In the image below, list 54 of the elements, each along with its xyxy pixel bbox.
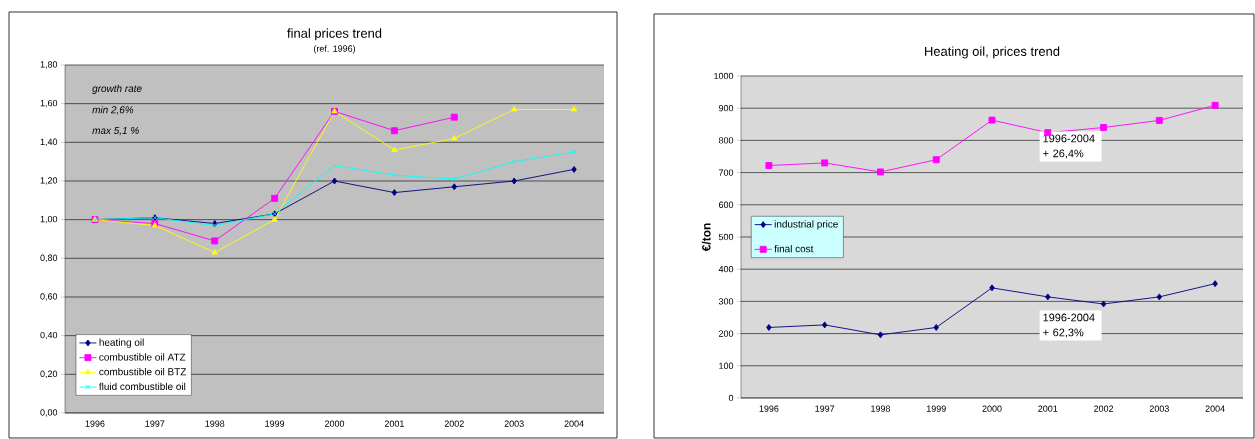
x-tick-label: 1999 xyxy=(926,405,946,412)
legend-label: fluid combustible oil xyxy=(99,382,186,390)
legend-label: final cost xyxy=(774,244,814,253)
annotation: min 2,6% xyxy=(92,105,134,115)
y-tick-label: 1,40 xyxy=(40,138,58,147)
legend-label: combustible oil BTZ xyxy=(99,367,187,376)
chart-subtitle: (ref. 1996) xyxy=(313,45,356,54)
y-tick-label: 1,20 xyxy=(40,177,58,185)
y-tick-label: 800 xyxy=(718,137,734,144)
y-tick-label: 0,00 xyxy=(40,409,58,417)
x-tick-label: 2001 xyxy=(384,420,404,427)
annotation: 1996-2004 + 62,3% xyxy=(1043,313,1095,338)
y-tick-label: 600 xyxy=(718,201,734,208)
x-tick-label: 1997 xyxy=(145,420,165,427)
y-tick-label: 0,20 xyxy=(40,370,58,379)
x-tick-label: 2000 xyxy=(324,420,345,427)
y-tick-label: 900 xyxy=(718,105,734,112)
x-tick-label: 1997 xyxy=(815,405,835,412)
x-tick-label: 1998 xyxy=(871,405,891,412)
x-tick-label: 2000 xyxy=(982,405,1002,412)
annotation: growth rate xyxy=(92,84,142,94)
y-tick-label: 0,80 xyxy=(40,254,58,263)
y-tick-label: 1,00 xyxy=(40,215,58,224)
chart-title: final prices trend xyxy=(287,28,382,41)
legend-label: industrial price xyxy=(774,220,838,230)
y-tick-label: 700 xyxy=(718,169,734,176)
y-tick-label: 100 xyxy=(719,362,734,369)
x-tick-label: 1999 xyxy=(265,420,285,427)
y-tick-label: 1000 xyxy=(714,72,734,80)
annotation: max 5,1 % xyxy=(92,127,139,136)
x-tick-label: 2003 xyxy=(1149,405,1169,412)
chart-title: Heating oil, prices trend xyxy=(925,46,1060,59)
x-tick-label: 2001 xyxy=(1038,405,1058,412)
x-tick-label: 1996 xyxy=(85,420,105,427)
y-axis-title: €/ton xyxy=(701,223,711,252)
x-tick-label: 2004 xyxy=(564,420,584,427)
y-tick-label: 1,60 xyxy=(40,99,58,108)
x-tick-label: 2002 xyxy=(1094,405,1114,412)
y-tick-label: 200 xyxy=(718,330,734,337)
x-tick-label: 2003 xyxy=(504,420,524,427)
x-tick-label: 1996 xyxy=(759,405,779,412)
y-tick-label: 300 xyxy=(718,298,734,305)
x-tick-label: 2002 xyxy=(444,420,464,427)
y-tick-label: 0,60 xyxy=(40,293,58,301)
y-tick-label: 500 xyxy=(718,233,734,241)
legend-label: heating oil xyxy=(99,338,144,348)
y-tick-label: 400 xyxy=(718,266,734,273)
y-tick-label: 1,80 xyxy=(40,61,58,69)
x-tick-label: 2004 xyxy=(1205,405,1225,412)
y-tick-label: 0 xyxy=(728,394,734,402)
legend-label: combustible oil ATZ xyxy=(99,353,186,361)
annotation: 1996-2004 + 26,4% xyxy=(1043,134,1095,159)
y-tick-label: 0,40 xyxy=(40,331,58,340)
x-tick-label: 1998 xyxy=(205,420,225,427)
